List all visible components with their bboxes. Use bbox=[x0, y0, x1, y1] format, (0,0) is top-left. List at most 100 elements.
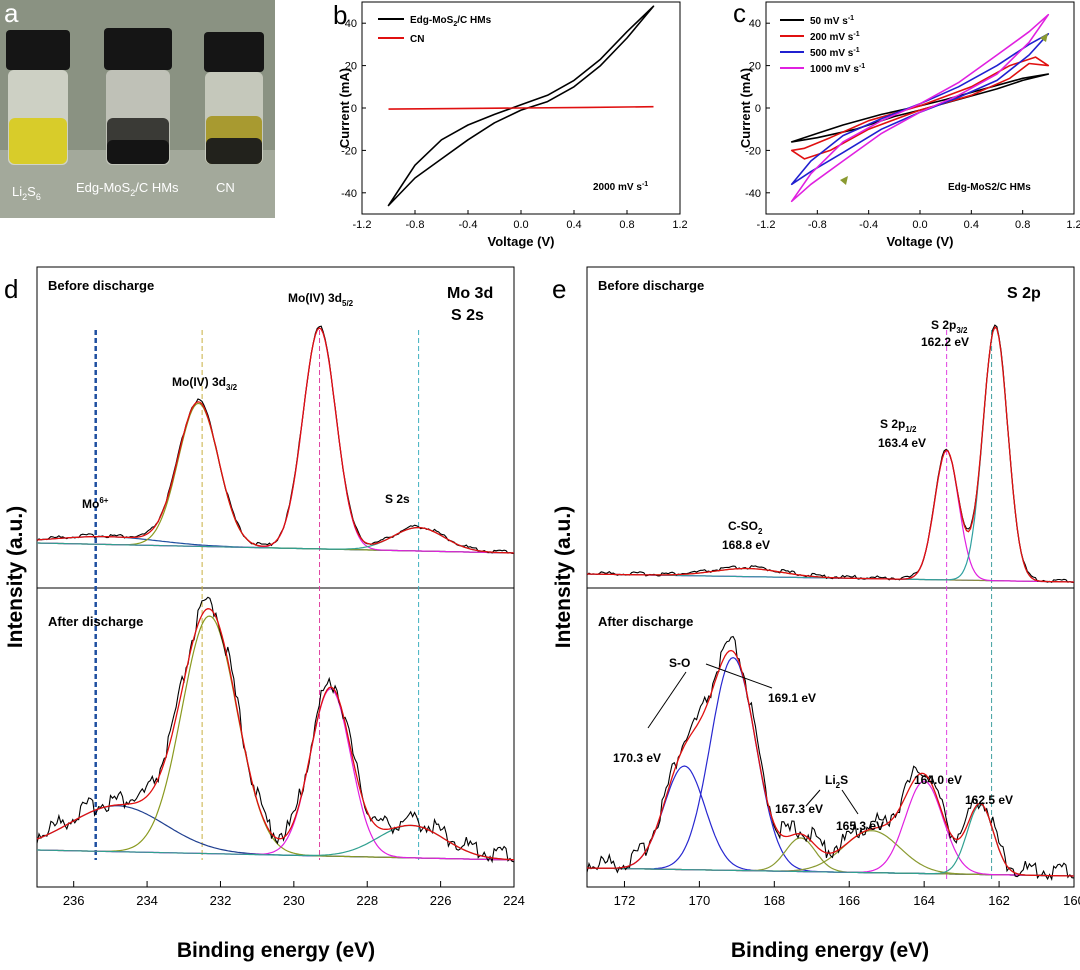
x-tick-label: 230 bbox=[283, 893, 305, 908]
x-tick-label: 172 bbox=[614, 893, 636, 908]
annotation-162-2: 162.2 eV bbox=[921, 335, 969, 349]
panel-label-a: a bbox=[4, 0, 19, 28]
annotation-163-4: 163.4 eV bbox=[878, 436, 926, 450]
x-tick-label: -0.4 bbox=[859, 219, 878, 231]
x-tick-label: 1.2 bbox=[1066, 219, 1080, 231]
legend-entry-cn: CN bbox=[410, 34, 424, 45]
panel-c: c -1.2 -0.8 -0.4 0.0 0.4 0.8 1.2 -40 -20 0 20 40 Vo… bbox=[733, 0, 1080, 249]
fit-component bbox=[37, 615, 514, 861]
sample-annotation: Edg-MoS2/C HMs bbox=[948, 182, 1031, 193]
x-tick-label: 1.2 bbox=[672, 219, 687, 231]
annotation-169-1: 169.1 eV bbox=[768, 691, 816, 705]
annotation-s2s: S 2s bbox=[385, 492, 410, 506]
panel-a: Li2S6 Edg-MoS2/C HMs CN a bbox=[0, 0, 275, 218]
y-tick-label: 0 bbox=[351, 103, 357, 115]
legend: 50 mV s-1 200 mV s-1 500 mV s-1 1000 mV … bbox=[780, 15, 865, 75]
panel-b: b -1.2 -0.8 -0.4 0.0 0.4 0.8 1.2 -40 -20 0 20 40 Vo… bbox=[333, 0, 688, 249]
annotation-165-3: 165.3 eV bbox=[836, 819, 884, 833]
y-tick-label: -20 bbox=[341, 145, 357, 157]
annotation-168-8: 168.8 eV bbox=[722, 538, 770, 552]
x-tick-label: 166 bbox=[838, 893, 860, 908]
x-tick-label: -0.4 bbox=[459, 219, 478, 231]
vial-label-mos2: Edg-MoS2/C HMs bbox=[76, 180, 179, 198]
leader-line bbox=[841, 789, 859, 815]
vial-cap bbox=[6, 30, 70, 70]
series-line-3 bbox=[790, 13, 1050, 203]
bottom-label: After discharge bbox=[48, 614, 143, 629]
vial-cap bbox=[104, 28, 172, 70]
legend-entry-200: 200 mV s-1 bbox=[810, 31, 860, 43]
scan-direction-arrow bbox=[1040, 33, 1048, 42]
y-tick-label: 20 bbox=[749, 61, 761, 73]
y-tick-label: 20 bbox=[345, 61, 357, 73]
y-axis-label: Intensity (a.u.) bbox=[552, 506, 575, 648]
fit-component bbox=[587, 656, 1074, 877]
panel-label-b: b bbox=[333, 0, 347, 30]
y-axis-label: Intensity (a.u.) bbox=[4, 506, 27, 648]
panel-label-d: d bbox=[4, 274, 18, 304]
x-tick-label: 160 bbox=[1063, 893, 1080, 908]
x-tick-label: 236 bbox=[63, 893, 85, 908]
x-tick-label: 168 bbox=[763, 893, 785, 908]
x-tick-label: 226 bbox=[430, 893, 452, 908]
fit-envelope bbox=[36, 608, 515, 861]
fit-envelope bbox=[36, 327, 515, 554]
panel-label-c: c bbox=[733, 0, 746, 28]
annotation-s2p12: S 2p1/2 bbox=[880, 417, 917, 434]
annotation-170-3: 170.3 eV bbox=[613, 751, 661, 765]
bottom-label: After discharge bbox=[598, 614, 693, 629]
raw-spectrum bbox=[36, 325, 515, 554]
fit-component bbox=[37, 402, 514, 554]
fit-component bbox=[37, 527, 515, 554]
y-axis-label: Current (mA) bbox=[337, 68, 352, 148]
x-tick-label: 164 bbox=[913, 893, 935, 908]
y-tick-label: -40 bbox=[341, 188, 357, 200]
vial-liquid bbox=[9, 118, 67, 164]
x-tick-label: -1.2 bbox=[353, 219, 372, 231]
annotation-cso2: C-SO2 bbox=[728, 519, 763, 536]
vial-sediment bbox=[206, 138, 262, 164]
x-tick-label: 0.8 bbox=[1015, 219, 1030, 231]
vial-sediment bbox=[107, 140, 169, 164]
x-tick-label: 228 bbox=[356, 893, 378, 908]
x-tick-label: 232 bbox=[210, 893, 232, 908]
raw-spectrum bbox=[586, 635, 1075, 881]
annotation-164-0: 164.0 eV bbox=[914, 773, 962, 787]
leader-line bbox=[647, 671, 687, 729]
y-tick-label: -40 bbox=[745, 188, 761, 200]
legend-entry-50: 50 mV s-1 bbox=[810, 15, 854, 27]
annotation-167-3: 167.3 eV bbox=[775, 802, 823, 816]
panel-label-e: e bbox=[552, 274, 566, 304]
fit-envelope bbox=[587, 649, 1074, 877]
annotation-162-5: 162.5 eV bbox=[965, 793, 1013, 807]
vial-cn bbox=[204, 32, 264, 164]
leader-line bbox=[805, 789, 821, 807]
legend: Edg-MoS2/C HMs CN bbox=[378, 15, 492, 45]
chart-subtitle: S 2s bbox=[451, 307, 484, 324]
raw-spectrum bbox=[586, 324, 1075, 583]
x-tick-label: 0.0 bbox=[513, 219, 528, 231]
leader-line bbox=[705, 663, 773, 689]
annotation-mo-3d32: Mo(IV) 3d3/2 bbox=[172, 375, 238, 392]
panel-d: d 236 234 232 230 228 226 224 Before discharge… bbox=[4, 266, 525, 962]
x-axis-label: Voltage (V) bbox=[488, 234, 555, 249]
legend-entry-1000: 1000 mV s-1 bbox=[810, 63, 865, 75]
annotation-s2p32: S 2p3/2 bbox=[931, 318, 968, 335]
x-axis-label: Binding energy (eV) bbox=[177, 939, 375, 962]
x-tick-label: 224 bbox=[503, 893, 525, 908]
plot-frame bbox=[586, 266, 1075, 888]
series-line-0 bbox=[387, 5, 655, 207]
fit-envelope bbox=[587, 325, 1074, 583]
vial-cap bbox=[204, 32, 264, 72]
raw-spectrum bbox=[36, 596, 515, 864]
chart-title: Mo 3d bbox=[447, 285, 493, 302]
plot-frame bbox=[36, 266, 515, 888]
scan-direction-arrow bbox=[840, 176, 848, 185]
top-label: Before discharge bbox=[598, 278, 704, 293]
annotation-so: S-O bbox=[669, 656, 690, 670]
chart-title: S 2p bbox=[1007, 285, 1041, 302]
y-tick-label: 40 bbox=[749, 18, 761, 30]
series-line-1 bbox=[790, 56, 1050, 160]
x-tick-label: 170 bbox=[689, 893, 711, 908]
